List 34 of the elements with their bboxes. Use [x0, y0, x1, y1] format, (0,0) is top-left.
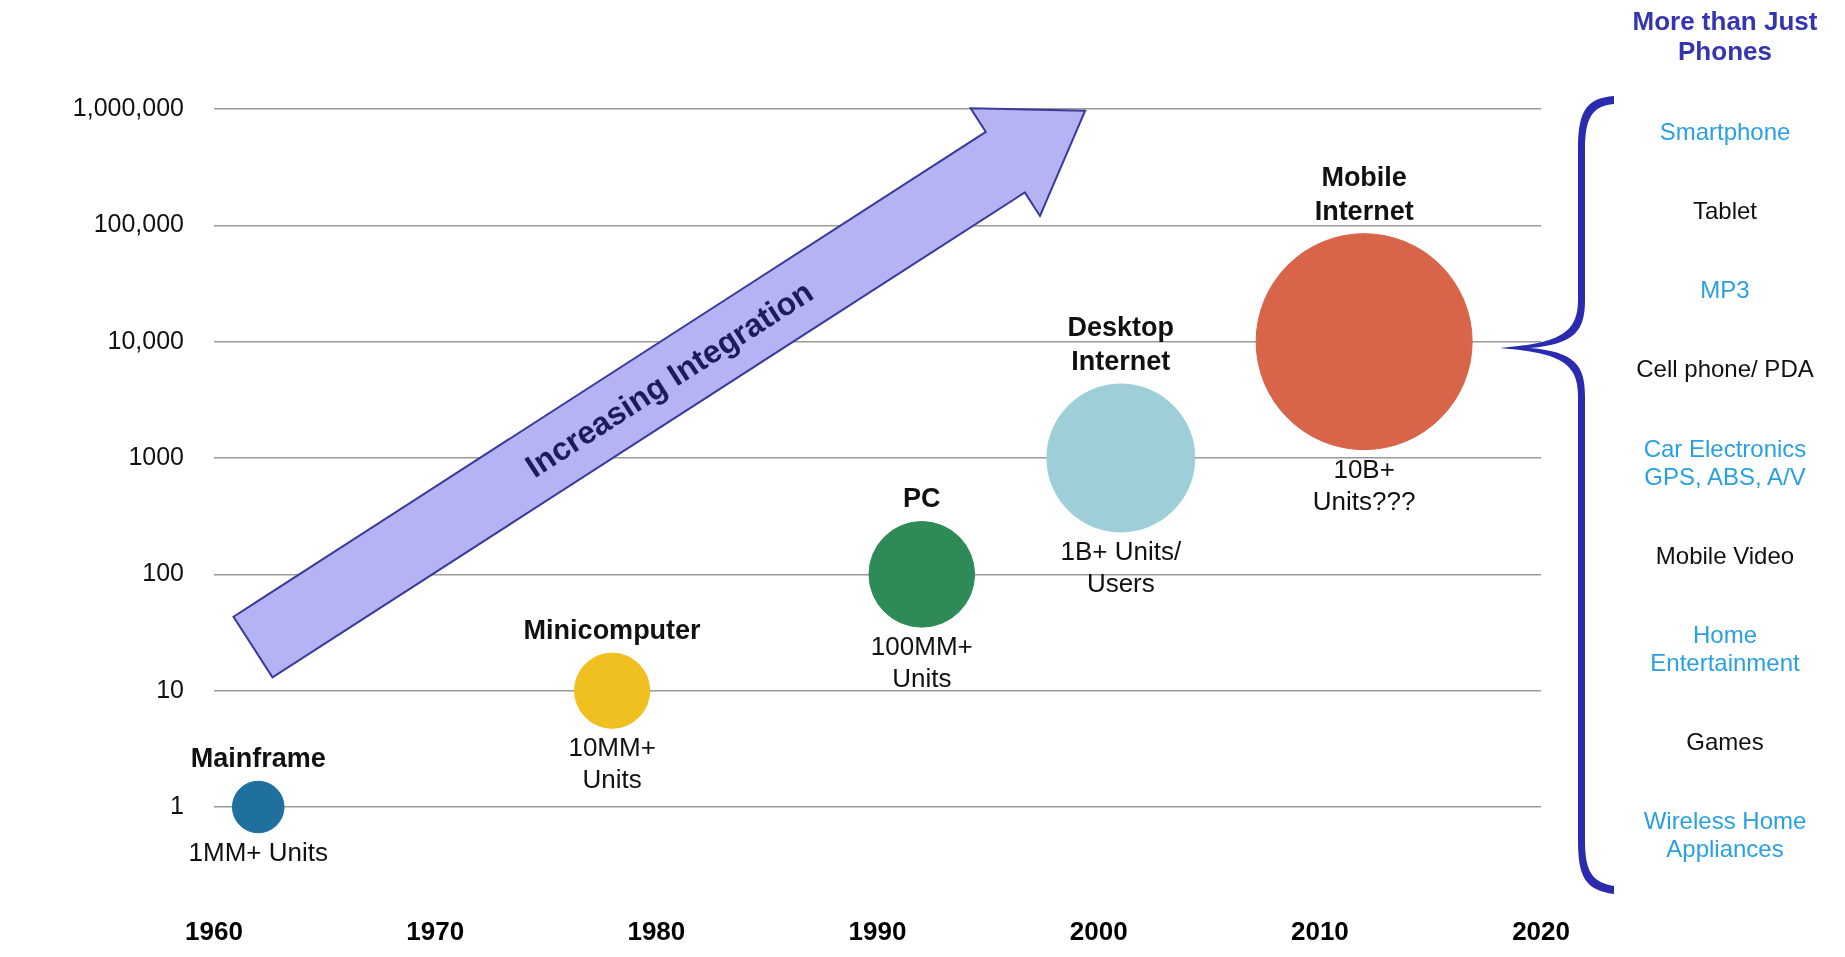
- y-tick-label: 1: [170, 790, 184, 819]
- x-tick-label: 2020: [1512, 915, 1570, 946]
- annotation: 1B+ Units/ Users: [1060, 536, 1182, 599]
- series-label: Desktop Internet: [1067, 311, 1175, 376]
- annotation: 100MM+ Units: [870, 631, 973, 694]
- text: Home Entertainment: [1649, 620, 1801, 677]
- text: Cell phone/ PDA: [1636, 355, 1814, 384]
- annotation: 10B+ Units???: [1312, 453, 1416, 516]
- text: Mobile Video: [1655, 541, 1795, 570]
- text: Games: [1686, 727, 1764, 756]
- x-tick-label: 2000: [1069, 915, 1128, 946]
- y-tick-label: 10,000: [107, 325, 184, 354]
- y-tick-label: 1,000,000: [72, 92, 184, 121]
- annotation: 10MM+ Units: [568, 732, 656, 795]
- x-tick-label: 1960: [185, 915, 243, 946]
- series-label: Minicomputer: [523, 615, 702, 646]
- x-tick-label: 1970: [406, 915, 465, 946]
- x-tick-label: 1980: [627, 915, 686, 946]
- series-label: PC: [903, 483, 941, 514]
- text: More than Just Phones: [1631, 6, 1819, 66]
- series-label: Mobile Internet: [1314, 161, 1414, 226]
- y-tick-label: 10: [156, 674, 184, 703]
- text: MP3: [1700, 276, 1750, 305]
- text: Smartphone: [1659, 118, 1791, 146]
- y-tick-label: 100: [142, 558, 184, 587]
- text: Tablet: [1692, 197, 1758, 226]
- y-tick-label: 1000: [128, 441, 184, 470]
- y-tick-label: 100,000: [93, 209, 184, 238]
- text: Wireless Home Appliances: [1642, 807, 1808, 863]
- text: Car Electronics GPS, ABS, A/V: [1642, 434, 1808, 491]
- series-label: Mainframe: [190, 743, 326, 774]
- x-tick-label: 1990: [848, 915, 907, 946]
- x-tick-label: 2010: [1290, 915, 1349, 946]
- text: 1MM+ Units: [188, 836, 328, 867]
